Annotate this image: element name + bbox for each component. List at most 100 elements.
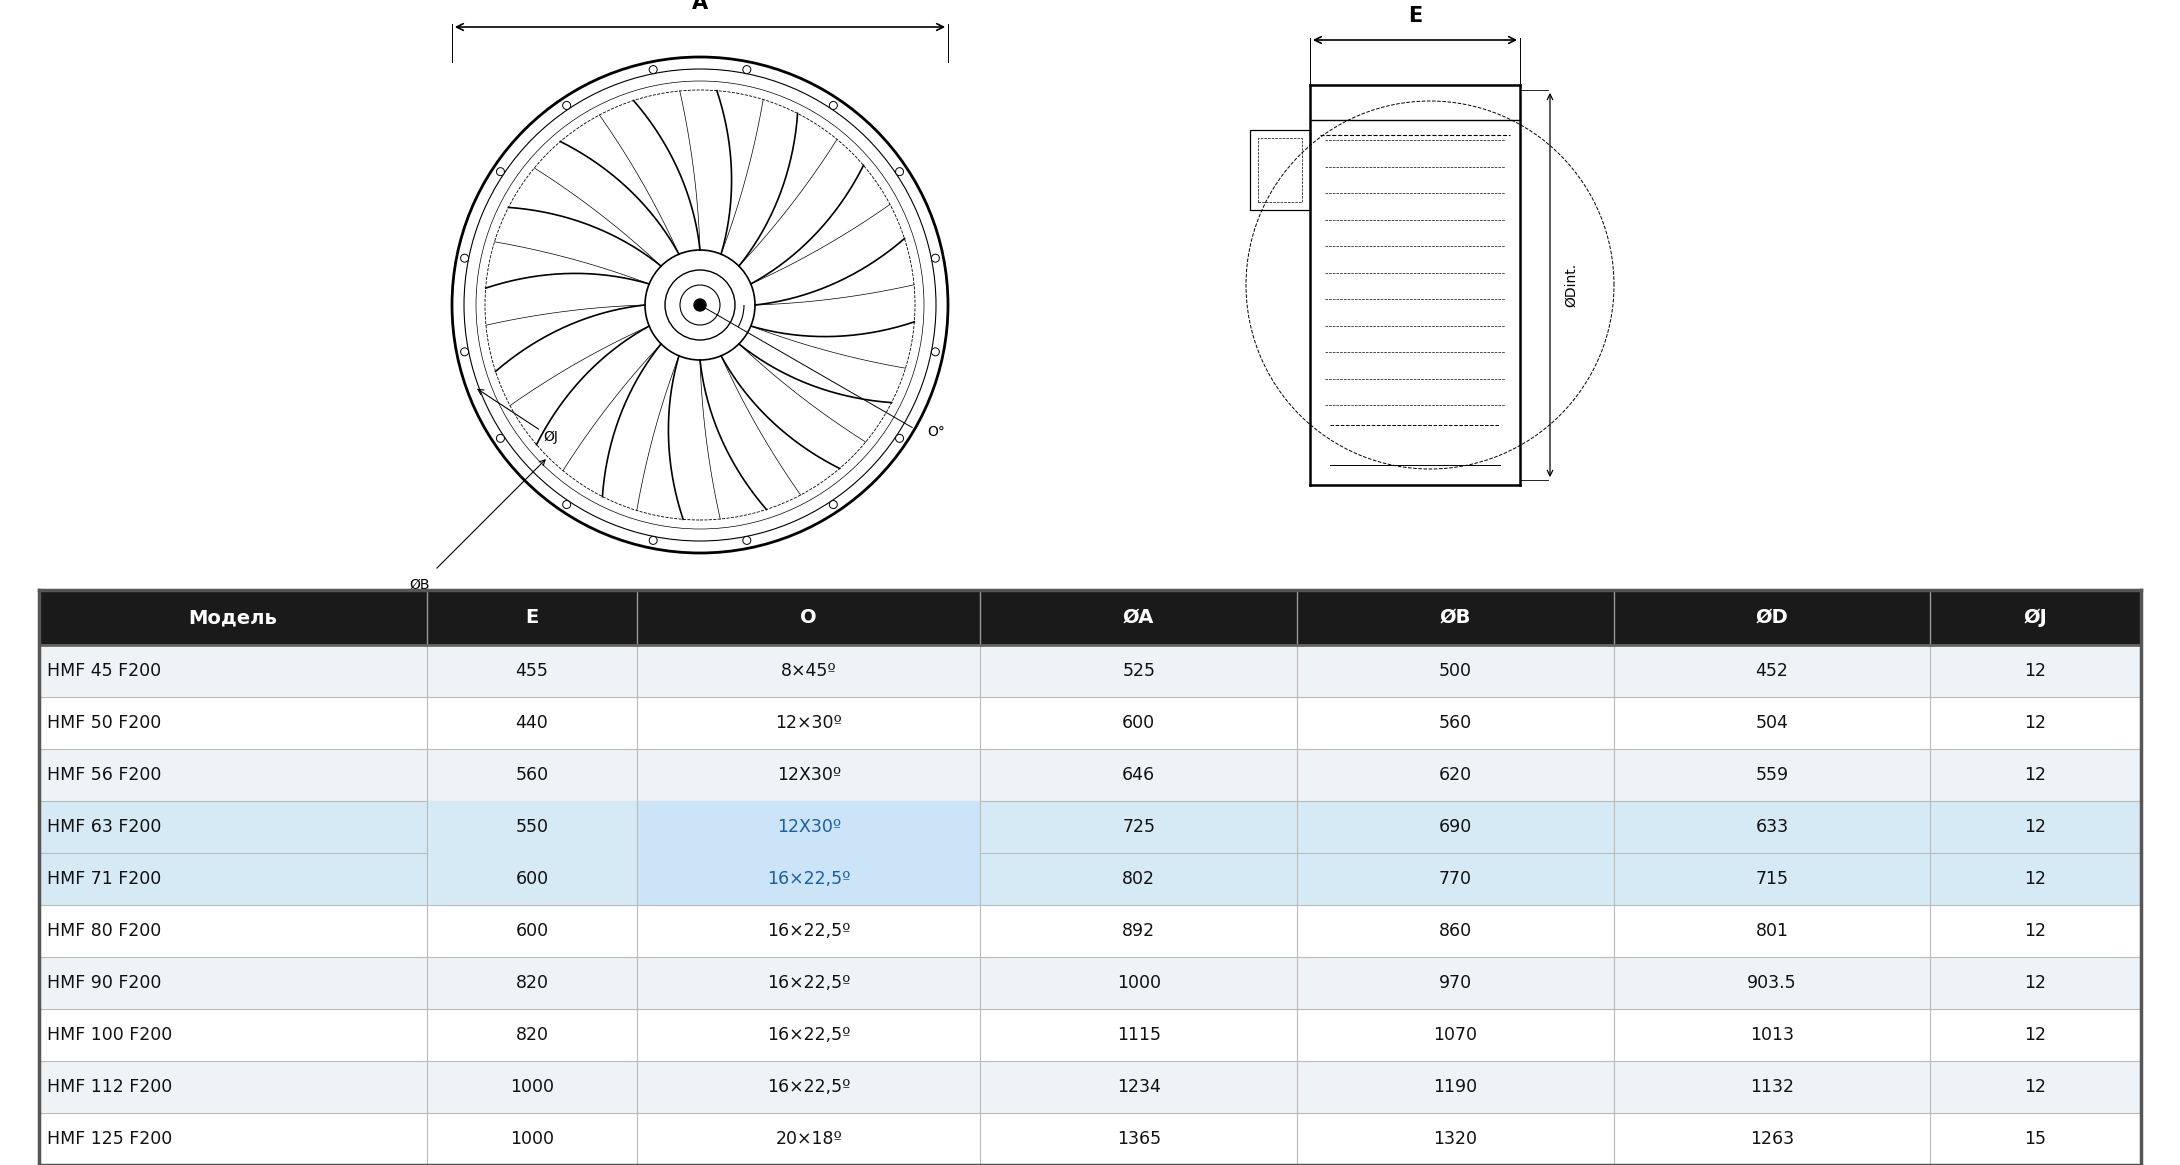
Text: 725: 725: [1123, 818, 1155, 836]
Text: 16×22,5º: 16×22,5º: [767, 870, 850, 888]
Text: HMF 63 F200: HMF 63 F200: [48, 818, 161, 836]
Text: 12×30º: 12×30º: [776, 714, 841, 732]
Bar: [39, 645, 2141, 697]
Text: 1070: 1070: [1434, 1026, 1478, 1044]
Circle shape: [828, 501, 837, 509]
Text: 12X30º: 12X30º: [776, 818, 841, 836]
Circle shape: [460, 348, 469, 355]
Text: ØB: ØB: [1439, 608, 1472, 627]
Circle shape: [460, 254, 469, 262]
Text: ØB: ØB: [410, 578, 429, 592]
Text: 600: 600: [514, 922, 549, 940]
Circle shape: [743, 65, 750, 73]
Bar: [39, 956, 2141, 1009]
Text: A: A: [691, 0, 709, 13]
Text: HMF 50 F200: HMF 50 F200: [48, 714, 161, 732]
Bar: [427, 802, 637, 853]
Text: 16×22,5º: 16×22,5º: [767, 1026, 850, 1044]
Text: 8×45º: 8×45º: [780, 662, 837, 680]
Text: E: E: [1408, 6, 1421, 26]
Text: 12: 12: [2025, 1078, 2047, 1096]
Circle shape: [743, 536, 750, 544]
Circle shape: [931, 348, 940, 355]
Text: 1320: 1320: [1434, 1130, 1478, 1148]
Bar: [427, 853, 637, 905]
Text: HMF 125 F200: HMF 125 F200: [48, 1130, 172, 1148]
Bar: [39, 1061, 2141, 1113]
Circle shape: [828, 101, 837, 110]
Text: 820: 820: [514, 974, 549, 993]
Text: 12: 12: [2025, 922, 2047, 940]
Text: 12: 12: [2025, 714, 2047, 732]
Text: 770: 770: [1439, 870, 1472, 888]
Bar: [39, 697, 2141, 749]
Text: 1000: 1000: [510, 1130, 554, 1148]
Text: 860: 860: [1439, 922, 1472, 940]
Bar: [39, 1113, 2141, 1165]
Text: 20×18º: 20×18º: [776, 1130, 841, 1148]
Circle shape: [562, 101, 571, 110]
Text: 1190: 1190: [1432, 1078, 1478, 1096]
Bar: [39, 853, 2141, 905]
Text: 600: 600: [514, 870, 549, 888]
Text: ØA: ØA: [1123, 608, 1155, 627]
Text: 12: 12: [2025, 767, 2047, 784]
Text: 801: 801: [1755, 922, 1788, 940]
Text: 525: 525: [1123, 662, 1155, 680]
Text: 560: 560: [514, 767, 549, 784]
Text: 1000: 1000: [510, 1078, 554, 1096]
Text: 600: 600: [1123, 714, 1155, 732]
Text: HMF 112 F200: HMF 112 F200: [48, 1078, 172, 1096]
Text: E: E: [525, 608, 538, 627]
Text: Модель: Модель: [187, 608, 277, 627]
Text: HMF 56 F200: HMF 56 F200: [48, 767, 161, 784]
Circle shape: [896, 435, 903, 443]
Text: HMF 100 F200: HMF 100 F200: [48, 1026, 172, 1044]
Text: 970: 970: [1439, 974, 1472, 993]
Circle shape: [896, 168, 903, 176]
Text: HMF 80 F200: HMF 80 F200: [48, 922, 161, 940]
Text: HMF 90 F200: HMF 90 F200: [48, 974, 161, 993]
Text: 500: 500: [1439, 662, 1472, 680]
Text: 646: 646: [1123, 767, 1155, 784]
Text: ØDint.: ØDint.: [1563, 263, 1578, 308]
Bar: [39, 905, 2141, 956]
Circle shape: [693, 299, 706, 311]
Circle shape: [650, 536, 656, 544]
Circle shape: [931, 254, 940, 262]
Text: 560: 560: [1439, 714, 1472, 732]
Text: 12: 12: [2025, 870, 2047, 888]
Text: 16×22,5º: 16×22,5º: [767, 1078, 850, 1096]
Text: ØJ: ØJ: [2023, 608, 2047, 627]
Bar: [39, 1009, 2141, 1061]
Text: 440: 440: [517, 714, 549, 732]
Text: 455: 455: [514, 662, 549, 680]
Circle shape: [562, 501, 571, 509]
Bar: [637, 802, 981, 853]
Text: 1234: 1234: [1116, 1078, 1160, 1096]
Text: O: O: [800, 608, 818, 627]
Text: 620: 620: [1439, 767, 1472, 784]
Text: 559: 559: [1755, 767, 1788, 784]
Text: 802: 802: [1123, 870, 1155, 888]
Circle shape: [497, 435, 504, 443]
Text: 903.5: 903.5: [1746, 974, 1796, 993]
Text: 12: 12: [2025, 974, 2047, 993]
Text: HMF 71 F200: HMF 71 F200: [48, 870, 161, 888]
Text: 1013: 1013: [1751, 1026, 1794, 1044]
Text: 820: 820: [514, 1026, 549, 1044]
Text: 16×22,5º: 16×22,5º: [767, 922, 850, 940]
Text: 892: 892: [1123, 922, 1155, 940]
Circle shape: [497, 168, 504, 176]
Text: 550: 550: [514, 818, 549, 836]
Text: 1263: 1263: [1751, 1130, 1794, 1148]
Text: 690: 690: [1439, 818, 1472, 836]
Text: 1132: 1132: [1751, 1078, 1794, 1096]
Text: 633: 633: [1755, 818, 1788, 836]
Text: 715: 715: [1755, 870, 1788, 888]
Bar: [39, 802, 2141, 853]
Bar: [1258, 137, 1301, 202]
Text: O°: O°: [926, 425, 946, 439]
Text: 1115: 1115: [1116, 1026, 1160, 1044]
Text: 12X30º: 12X30º: [776, 767, 841, 784]
